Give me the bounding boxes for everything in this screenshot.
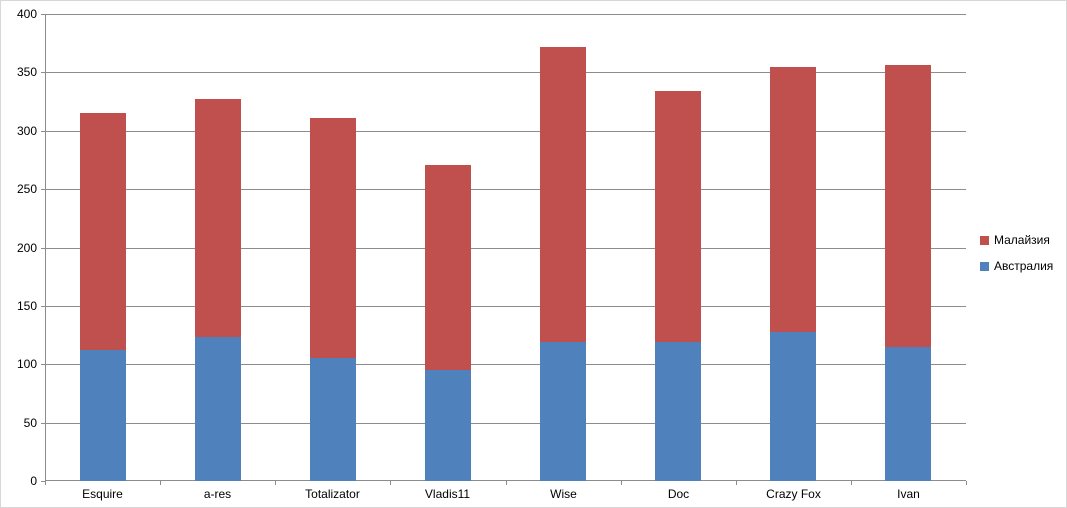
gridline — [45, 72, 966, 73]
x-axis-tick — [621, 481, 622, 485]
bar-segment-австралия — [310, 358, 356, 481]
bar-segment-малайзия — [80, 113, 126, 350]
x-axis-category-label: Ivan — [897, 487, 920, 501]
y-axis-tick — [41, 423, 45, 424]
x-axis-category-label: Totalizator — [305, 487, 360, 501]
x-axis-tick — [736, 481, 737, 485]
x-axis-tick — [966, 481, 967, 485]
gridline — [45, 14, 966, 15]
y-axis-tick — [41, 481, 45, 482]
y-axis-tick — [41, 364, 45, 365]
x-axis-tick — [275, 481, 276, 485]
bar-segment-малайзия — [540, 47, 586, 342]
x-axis-tick — [390, 481, 391, 485]
bar-segment-австралия — [885, 347, 931, 481]
y-axis-tick — [41, 189, 45, 190]
x-axis-category-label: Vladis11 — [424, 487, 471, 501]
x-axis-tick — [45, 481, 46, 485]
y-axis-tick-label: 400 — [16, 7, 37, 21]
y-axis-tick-label: 0 — [30, 474, 37, 488]
y-axis-tick — [41, 306, 45, 307]
y-axis-tick-label: 50 — [23, 416, 37, 430]
gridline — [45, 306, 966, 307]
legend-label: Малайзия — [994, 233, 1050, 247]
x-axis-tick — [506, 481, 507, 485]
bar-segment-малайзия — [655, 91, 701, 342]
bar-segment-австралия — [425, 370, 471, 481]
bar-segment-малайзия — [195, 99, 241, 337]
y-axis-tick-label: 100 — [16, 357, 37, 371]
y-axis-tick-label: 250 — [16, 182, 37, 196]
bar-segment-австралия — [655, 342, 701, 481]
legend-label: Австралия — [994, 259, 1054, 273]
y-axis-tick-label: 350 — [16, 65, 37, 79]
x-axis-category-label: Doc — [667, 487, 690, 501]
x-axis-category-label: Crazy Fox — [766, 487, 821, 501]
bar-segment-австралия — [770, 332, 816, 481]
x-axis-category-label: a-res — [203, 487, 232, 501]
legend-swatch-icon — [980, 262, 989, 271]
y-axis-tick — [41, 72, 45, 73]
x-axis-category-label: Esquire — [82, 487, 123, 501]
gridline — [45, 364, 966, 365]
bar-segment-австралия — [540, 342, 586, 481]
bar-segment-малайзия — [310, 118, 356, 358]
x-axis-category-label: Wise — [550, 487, 577, 501]
bar-segment-малайзия — [425, 165, 471, 370]
plot-area — [45, 14, 966, 481]
bar-segment-австралия — [80, 350, 126, 481]
y-axis-tick — [41, 14, 45, 15]
gridline — [45, 131, 966, 132]
legend-swatch-icon — [980, 236, 989, 245]
y-axis-tick-label: 200 — [16, 241, 37, 255]
x-axis-tick — [160, 481, 161, 485]
x-axis-tick — [851, 481, 852, 485]
legend-item: Австралия — [980, 260, 1053, 273]
y-axis-tick — [41, 131, 45, 132]
gridline — [45, 248, 966, 249]
bar-segment-малайзия — [885, 65, 931, 347]
bar-segment-малайзия — [770, 67, 816, 332]
bar-segment-австралия — [195, 337, 241, 481]
y-axis-tick — [41, 248, 45, 249]
legend: Малайзия Австралия — [980, 234, 1053, 273]
legend-item: Малайзия — [980, 234, 1053, 247]
gridline — [45, 423, 966, 424]
gridline — [45, 189, 966, 190]
y-axis-tick-label: 150 — [16, 299, 37, 313]
y-axis-tick-label: 300 — [16, 124, 37, 138]
